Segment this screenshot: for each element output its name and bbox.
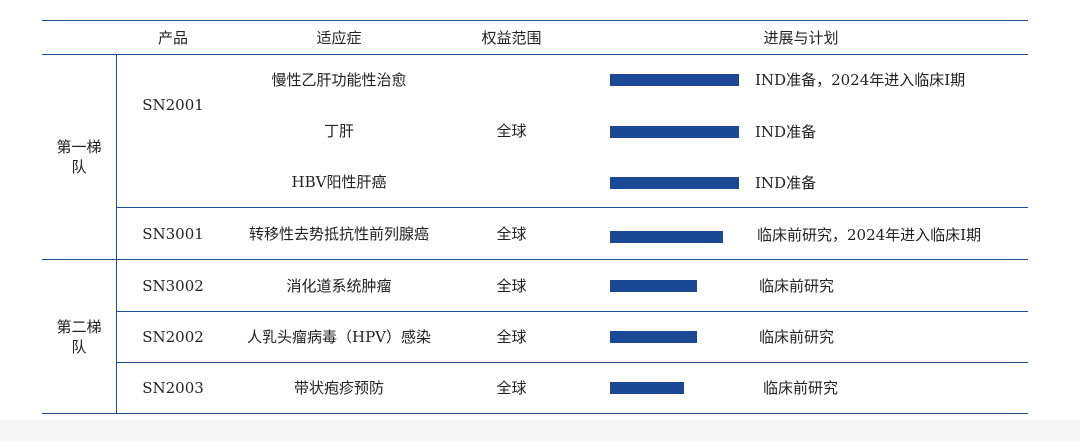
indication-cell: 消化道系统肿瘤 (286, 276, 392, 295)
indication-cell: HBV阳性肝癌 (291, 173, 387, 191)
header-bottom-rule (42, 54, 1028, 55)
progress-bar (610, 331, 697, 343)
tier-label-first: 第一梯 队 (56, 138, 102, 176)
indication-cell: 转移性去势抵抗性前列腺癌 (248, 224, 429, 243)
rights-cell: 全球 (496, 276, 527, 295)
rights-cell: 全球 (496, 379, 527, 397)
indication-cell: 带状疱疹预防 (293, 379, 384, 397)
rights-cell: 全球 (496, 224, 527, 243)
table-top-rule (42, 20, 1028, 21)
progress-bar (610, 177, 739, 189)
progress-bar (610, 382, 684, 394)
tier-divider-rule (42, 259, 1028, 260)
rights-cell: 全球 (496, 122, 527, 140)
product-cell: SN2001 (142, 96, 204, 114)
progress-bar (610, 74, 739, 86)
product-cell: SN2002 (142, 328, 204, 346)
table-bottom-rule (42, 413, 1028, 414)
progress-bar (610, 231, 723, 243)
header-product: 产品 (157, 28, 188, 47)
row-rule (117, 207, 1028, 208)
progress-bar (610, 280, 697, 292)
header-progress: 进展与计划 (763, 28, 839, 47)
progress-bar (610, 126, 739, 138)
indication-cell: 慢性乙肝功能性治愈 (271, 71, 407, 89)
product-cell: SN3001 (142, 224, 204, 243)
tier-label-second: 第二梯 队 (56, 317, 102, 356)
plan-text: IND准备，2024年进入临床I期 (755, 71, 966, 89)
rights-cell: 全球 (496, 328, 527, 346)
plan-text: 临床前研究 (763, 379, 839, 397)
page-bottom-band (0, 420, 1080, 441)
header-indication: 适应症 (316, 28, 362, 47)
plan-text: 临床前研究 (759, 328, 835, 346)
plan-text: IND准备 (755, 123, 817, 141)
plan-text: IND准备 (755, 174, 817, 192)
header-rights: 权益范围 (481, 28, 542, 47)
indication-cell: 人乳头瘤病毒（HPV）感染 (246, 328, 431, 346)
indication-cell: 丁肝 (323, 122, 354, 140)
product-cell: SN3002 (142, 276, 204, 295)
plan-text: 临床前研究 (759, 277, 835, 295)
row-rule (117, 362, 1028, 363)
plan-text: 临床前研究，2024年进入临床I期 (757, 226, 982, 244)
row-rule (117, 311, 1028, 312)
product-cell: SN2003 (142, 379, 204, 397)
tier-column-rule (116, 54, 117, 414)
